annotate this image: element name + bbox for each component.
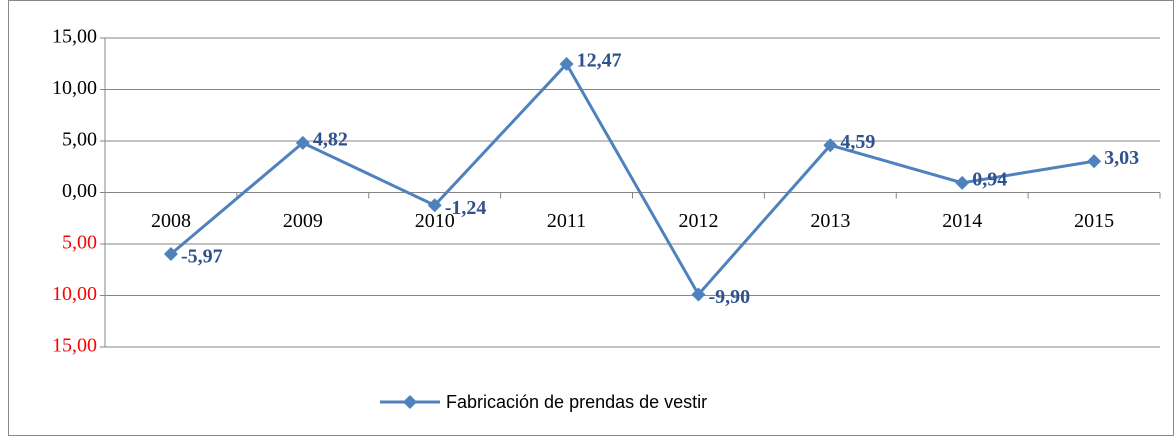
point-marker [427, 198, 442, 213]
point-marker [163, 246, 178, 261]
y-tick-label: 10,00 [52, 77, 97, 99]
x-tick-label: 2014 [942, 210, 982, 232]
point-marker [691, 287, 706, 302]
x-tick-label: 2008 [151, 210, 191, 232]
y-tick-label: 5,00 [62, 129, 97, 151]
x-tick-label: 2013 [810, 210, 850, 232]
point-marker [1087, 154, 1102, 169]
y-tick-label: 10,00 [52, 283, 97, 305]
y-tick-label: 15,00 [52, 335, 97, 357]
legend-label: Fabricación de prendas de vestir [446, 392, 707, 412]
x-tick-label: 2011 [547, 210, 586, 232]
x-tick-label: 2009 [283, 210, 323, 232]
point-marker [295, 135, 310, 150]
value-label: -5,97 [181, 246, 223, 268]
value-label: 4,59 [840, 131, 875, 153]
series-line [169, 61, 1095, 298]
point-marker [955, 175, 970, 190]
x-tick-label: 2015 [1074, 210, 1114, 232]
legend-marker [403, 395, 417, 409]
value-label: -1,24 [445, 197, 487, 219]
x-tick-label: 2010 [415, 210, 455, 232]
y-tick-label: 15,00 [52, 26, 97, 48]
value-label: 3,03 [1104, 147, 1139, 169]
value-label: 0,94 [972, 168, 1007, 190]
value-label: 12,47 [577, 50, 622, 72]
y-tick-label: 0,00 [62, 180, 97, 202]
y-tick-label: 5,00 [62, 232, 97, 254]
value-label: 4,82 [313, 128, 348, 150]
point-marker [823, 138, 838, 153]
point-marker [559, 57, 574, 72]
chart-frame [8, 0, 1174, 436]
value-label: -9,90 [708, 286, 750, 308]
x-tick-label: 2012 [678, 210, 718, 232]
